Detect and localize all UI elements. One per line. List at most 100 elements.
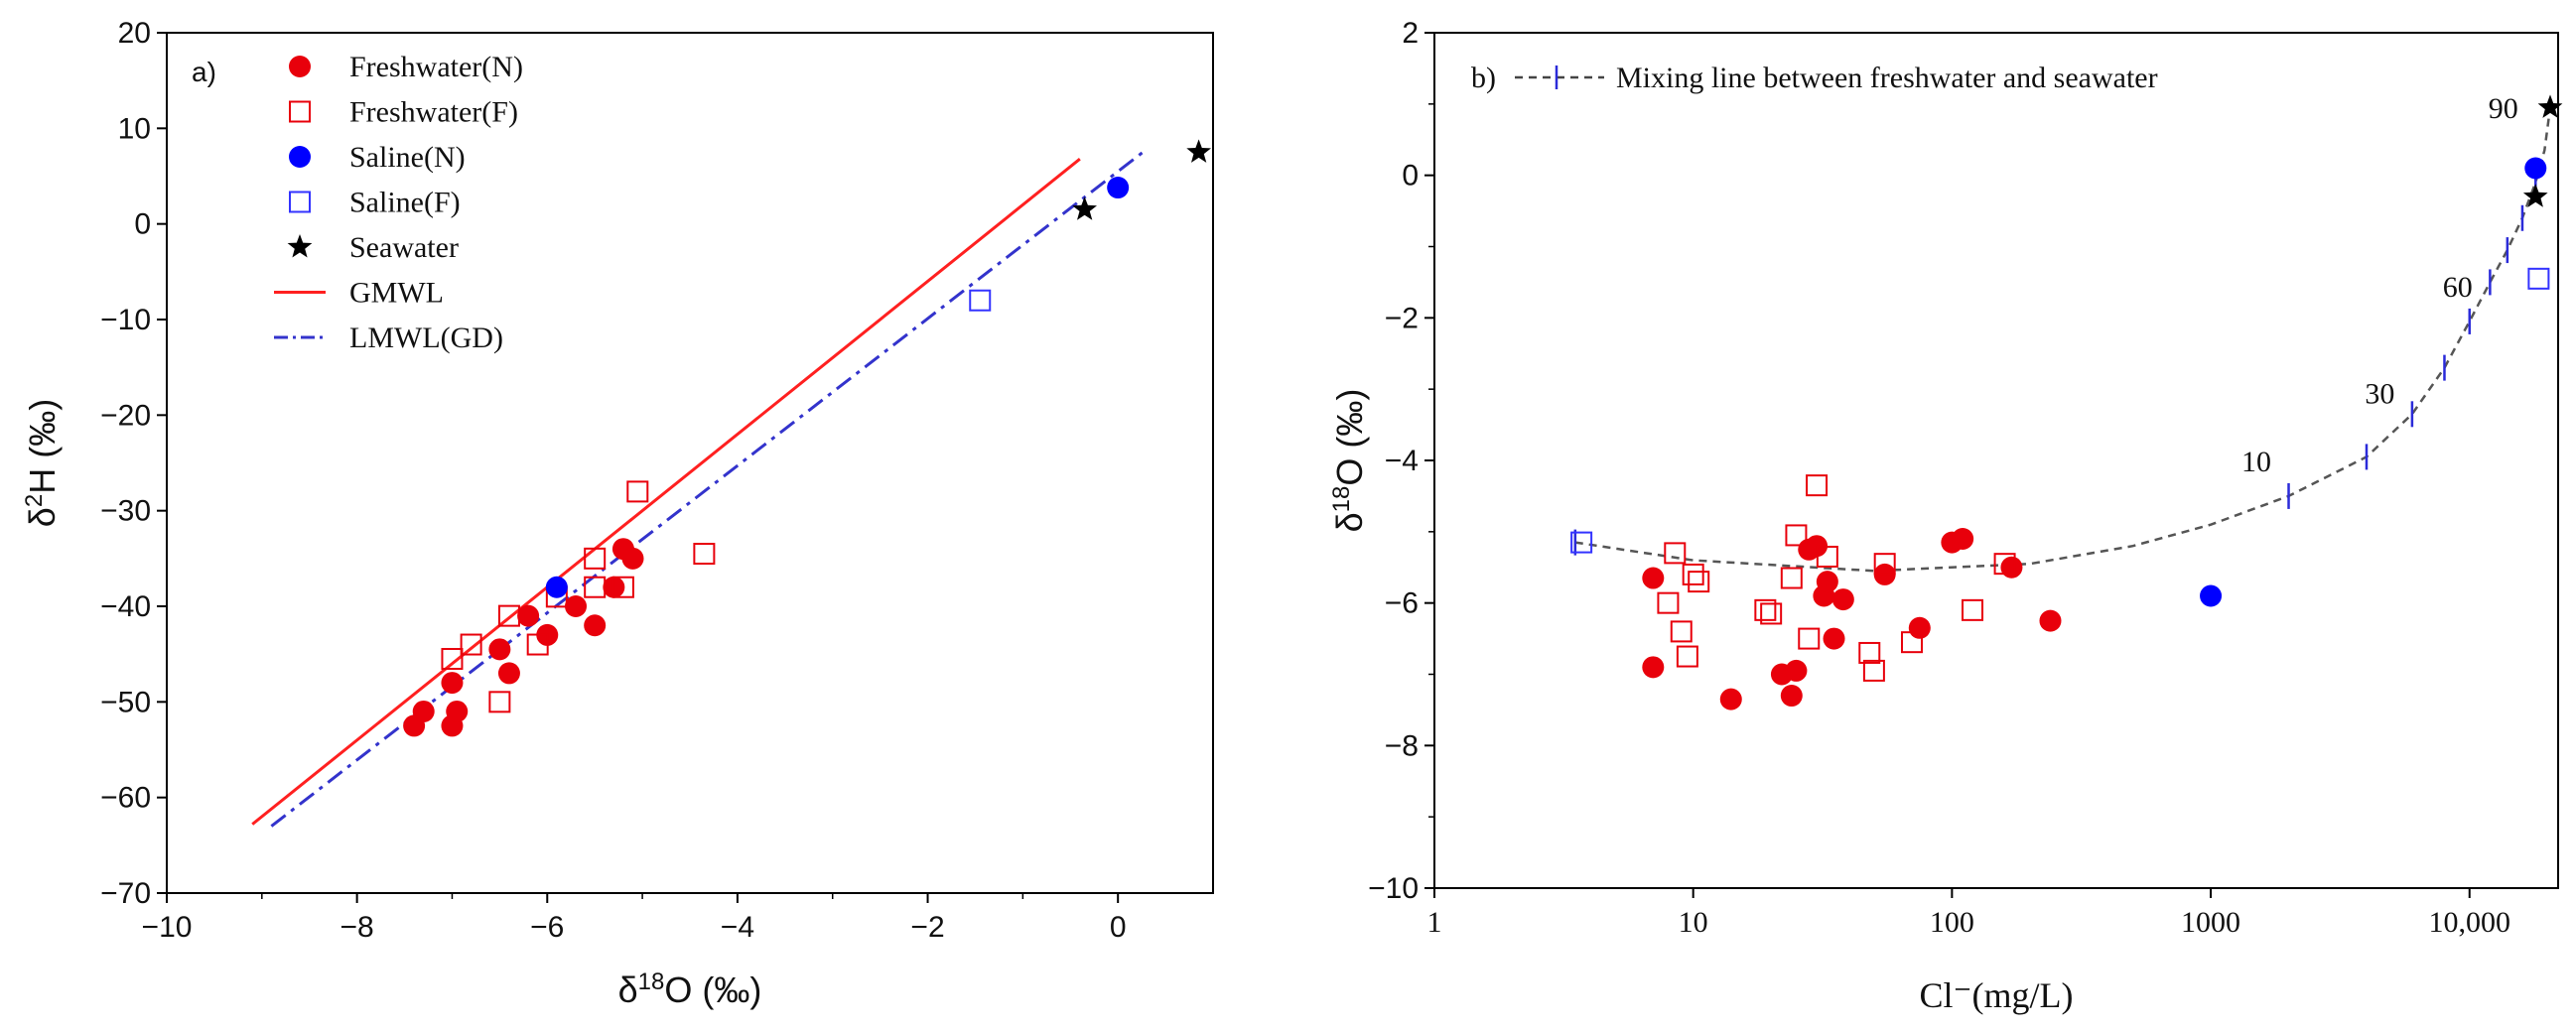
data-point bbox=[1816, 545, 1838, 568]
data-point bbox=[969, 289, 992, 312]
series-line-gmwl bbox=[251, 157, 1081, 826]
data-point bbox=[1780, 567, 1803, 589]
data-point bbox=[1962, 598, 1984, 621]
data-point bbox=[2522, 184, 2548, 207]
data-point bbox=[488, 691, 511, 713]
legend-label: Mixing line between freshwater and seawa… bbox=[1616, 62, 2158, 94]
data-point bbox=[412, 700, 435, 722]
data-point bbox=[1831, 588, 1854, 611]
data-point bbox=[545, 576, 568, 598]
y-tick-label: −30 bbox=[100, 495, 151, 528]
data-point bbox=[497, 662, 520, 685]
y-tick-label: −10 bbox=[100, 304, 151, 336]
legend-swatch bbox=[287, 234, 313, 258]
data-point bbox=[1806, 474, 1829, 497]
data-point bbox=[1664, 542, 1687, 565]
data-point bbox=[1908, 616, 1931, 639]
data-point bbox=[1642, 656, 1665, 679]
data-point bbox=[2039, 609, 2062, 632]
data-point bbox=[526, 633, 549, 656]
data-point bbox=[1688, 571, 1710, 593]
data-point bbox=[1719, 688, 1742, 710]
data-point bbox=[1798, 627, 1821, 650]
data-point bbox=[1676, 645, 1698, 668]
data-point bbox=[460, 633, 482, 656]
y-tick-label: −40 bbox=[100, 590, 151, 623]
data-point bbox=[1642, 567, 1665, 589]
x-tick-label: 0 bbox=[1110, 911, 1127, 944]
data-point bbox=[2537, 94, 2563, 118]
panel-label: a) bbox=[192, 57, 216, 87]
data-point bbox=[1754, 598, 1777, 621]
legend-label: Saline(F) bbox=[349, 187, 461, 219]
data-point bbox=[1760, 602, 1783, 625]
data-point bbox=[1785, 659, 1808, 682]
mixing-line bbox=[1574, 107, 2552, 573]
y-tick-label: −50 bbox=[100, 686, 151, 718]
x-tick-label: 10,000 bbox=[2428, 906, 2510, 939]
data-point bbox=[1900, 631, 1923, 654]
chart-panel-a: −10 −8 −6 −4 −2 0−70−60−50−40−30−20−1001020δ1… bbox=[21, 17, 1214, 1010]
x-tick-label: 1 bbox=[1427, 906, 1442, 939]
data-point bbox=[584, 547, 607, 570]
data-point bbox=[1993, 553, 2016, 576]
data-point bbox=[2524, 157, 2547, 180]
data-point bbox=[626, 480, 649, 503]
legend-label: Seawater bbox=[349, 231, 459, 264]
y-tick-label: 0 bbox=[1402, 160, 1419, 193]
data-point bbox=[1816, 571, 1838, 593]
data-point bbox=[1072, 196, 1097, 220]
data-point bbox=[1862, 659, 1885, 682]
data-point bbox=[584, 576, 607, 598]
legend-label: LMWL(GD) bbox=[349, 322, 503, 354]
data-point bbox=[1107, 177, 1130, 199]
legend-swatch bbox=[289, 191, 311, 213]
legend-swatch bbox=[289, 56, 311, 77]
data-point bbox=[2200, 584, 2223, 607]
legend-swatch bbox=[289, 146, 311, 168]
y-tick-label: −8 bbox=[1385, 729, 1419, 762]
data-point bbox=[1657, 591, 1680, 614]
y-tick-label: −4 bbox=[1385, 445, 1419, 477]
mixing-percent-label: 30 bbox=[2365, 378, 2394, 411]
data-point bbox=[611, 576, 634, 598]
y-tick-label: 10 bbox=[118, 112, 151, 145]
y-tick-label: 20 bbox=[118, 17, 151, 50]
y-tick-label: −60 bbox=[100, 782, 151, 815]
mixing-percent-label: 60 bbox=[2443, 271, 2473, 304]
y-axis-title: δ18O (‰) bbox=[1328, 389, 1371, 533]
legend-label: Saline(N) bbox=[349, 141, 466, 174]
data-point bbox=[2000, 556, 2023, 579]
data-point bbox=[497, 604, 520, 627]
y-tick-label: −70 bbox=[100, 877, 151, 910]
legend-label: Freshwater(F) bbox=[349, 96, 518, 129]
mixing-percent-label: 90 bbox=[2489, 92, 2518, 125]
x-tick-label: 1000 bbox=[2181, 906, 2240, 939]
legend-label: GMWL bbox=[349, 277, 444, 310]
data-point bbox=[693, 543, 716, 566]
x-axis-title: δ18O (‰) bbox=[618, 968, 762, 1011]
y-tick-label: −20 bbox=[100, 399, 151, 432]
chart-panel-b: 1 10 100 1000 10,000 −10 −8 −6 −4 −2 0 2 Cl⁻(mg/L) δ1… bbox=[1328, 17, 2563, 1015]
x-tick-label: −6 bbox=[530, 911, 564, 944]
y-tick-label: 2 bbox=[1402, 17, 1419, 50]
data-point bbox=[1670, 620, 1693, 643]
panel-label: b) bbox=[1471, 62, 1496, 94]
data-point bbox=[1785, 524, 1808, 547]
legend-label: Freshwater(N) bbox=[349, 51, 523, 83]
data-point bbox=[621, 547, 644, 570]
y-tick-label: −10 bbox=[1368, 872, 1419, 905]
data-point bbox=[1823, 627, 1845, 650]
x-tick-label: −2 bbox=[910, 911, 944, 944]
plot-frame bbox=[1433, 32, 2559, 889]
legend-swatch bbox=[289, 100, 311, 123]
y-tick-label: −2 bbox=[1385, 302, 1419, 334]
data-point bbox=[446, 700, 469, 722]
y-tick-label: −6 bbox=[1385, 587, 1419, 620]
data-point bbox=[517, 604, 540, 627]
x-tick-label: −10 bbox=[142, 911, 193, 944]
x-axis-title: Cl⁻(mg/L) bbox=[1920, 975, 2074, 1015]
data-point bbox=[441, 672, 464, 695]
data-point bbox=[1682, 563, 1704, 585]
x-tick-label: −8 bbox=[340, 911, 374, 944]
